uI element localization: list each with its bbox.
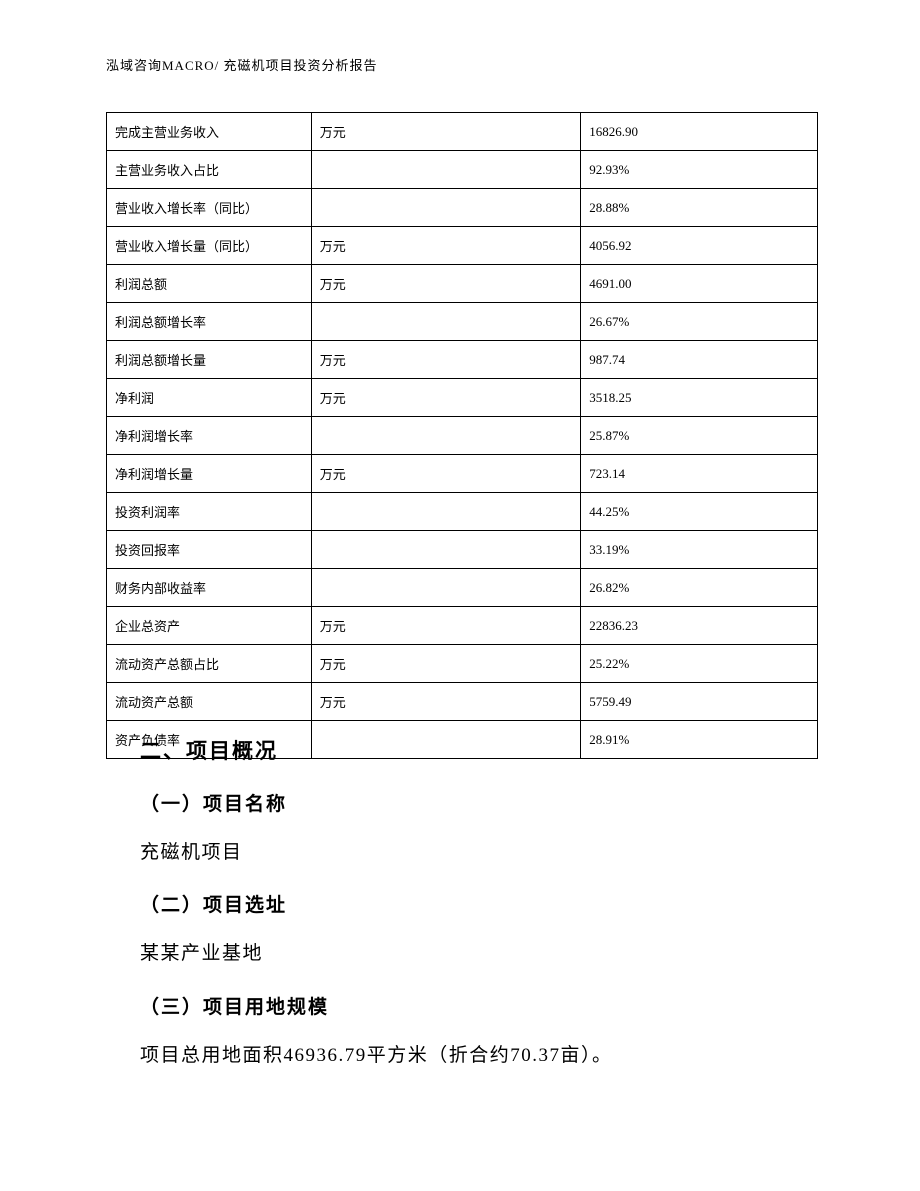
table-cell-label: 净利润增长率 [107, 417, 312, 455]
table-cell-label: 流动资产总额 [107, 683, 312, 721]
table-cell-value: 4056.92 [581, 227, 818, 265]
section-text-1: 充磁机项目 [140, 838, 780, 868]
table-cell-value: 92.93% [581, 151, 818, 189]
table-row: 主营业务收入占比 92.93% [107, 151, 818, 189]
table-cell-value: 22836.23 [581, 607, 818, 645]
section-heading-2: （二）项目选址 [140, 890, 780, 917]
table-cell-value: 26.82% [581, 569, 818, 607]
table-cell-unit: 万元 [311, 265, 581, 303]
table-cell-value: 723.14 [581, 455, 818, 493]
table-cell-label: 净利润 [107, 379, 312, 417]
table-cell-label: 企业总资产 [107, 607, 312, 645]
table-cell-value: 3518.25 [581, 379, 818, 417]
content-section: 二、项目概况 （一）项目名称 充磁机项目 （二）项目选址 某某产业基地 （三）项… [140, 735, 780, 1093]
section-heading-main: 二、项目概况 [140, 735, 780, 765]
table-cell-value: 25.22% [581, 645, 818, 683]
section-text-2: 某某产业基地 [140, 939, 780, 969]
table-cell-value: 16826.90 [581, 113, 818, 151]
table-cell-value: 33.19% [581, 531, 818, 569]
table-cell-unit [311, 151, 581, 189]
table-cell-label: 流动资产总额占比 [107, 645, 312, 683]
table-cell-unit: 万元 [311, 113, 581, 151]
table-row: 利润总额增长率 26.67% [107, 303, 818, 341]
table-row: 投资回报率 33.19% [107, 531, 818, 569]
table-cell-value: 26.67% [581, 303, 818, 341]
table-cell-value: 28.88% [581, 189, 818, 227]
table-row: 流动资产总额占比万元25.22% [107, 645, 818, 683]
table-cell-value: 987.74 [581, 341, 818, 379]
table-cell-value: 5759.49 [581, 683, 818, 721]
section-text-3: 项目总用地面积46936.79平方米（折合约70.37亩）。 [140, 1041, 780, 1071]
financial-table-container: 完成主营业务收入万元16826.90主营业务收入占比92.93%营业收入增长率（… [106, 112, 818, 759]
page-header: 泓域咨询MACRO/ 充磁机项目投资分析报告 [106, 55, 378, 74]
table-row: 流动资产总额万元5759.49 [107, 683, 818, 721]
table-cell-unit: 万元 [311, 341, 581, 379]
table-cell-unit [311, 303, 581, 341]
financial-table: 完成主营业务收入万元16826.90主营业务收入占比92.93%营业收入增长率（… [106, 112, 818, 759]
table-row: 净利润增长量万元723.14 [107, 455, 818, 493]
table-cell-label: 完成主营业务收入 [107, 113, 312, 151]
table-row: 净利润万元3518.25 [107, 379, 818, 417]
table-row: 投资利润率 44.25% [107, 493, 818, 531]
table-body: 完成主营业务收入万元16826.90主营业务收入占比92.93%营业收入增长率（… [107, 113, 818, 759]
table-cell-unit [311, 493, 581, 531]
table-cell-value: 4691.00 [581, 265, 818, 303]
table-cell-unit: 万元 [311, 683, 581, 721]
table-row: 财务内部收益率 26.82% [107, 569, 818, 607]
table-cell-label: 利润总额增长率 [107, 303, 312, 341]
table-cell-label: 财务内部收益率 [107, 569, 312, 607]
table-cell-label: 利润总额增长量 [107, 341, 312, 379]
section-heading-3: （三）项目用地规模 [140, 992, 780, 1019]
table-cell-unit: 万元 [311, 379, 581, 417]
table-cell-label: 投资回报率 [107, 531, 312, 569]
table-cell-label: 主营业务收入占比 [107, 151, 312, 189]
table-cell-unit [311, 189, 581, 227]
table-row: 营业收入增长量（同比）万元4056.92 [107, 227, 818, 265]
table-cell-unit: 万元 [311, 455, 581, 493]
table-cell-unit: 万元 [311, 607, 581, 645]
table-row: 企业总资产万元22836.23 [107, 607, 818, 645]
table-cell-unit: 万元 [311, 227, 581, 265]
table-row: 净利润增长率 25.87% [107, 417, 818, 455]
table-row: 利润总额万元4691.00 [107, 265, 818, 303]
table-cell-label: 营业收入增长量（同比） [107, 227, 312, 265]
table-row: 利润总额增长量万元987.74 [107, 341, 818, 379]
table-cell-label: 营业收入增长率（同比） [107, 189, 312, 227]
table-cell-label: 投资利润率 [107, 493, 312, 531]
table-cell-unit [311, 417, 581, 455]
section-heading-1: （一）项目名称 [140, 789, 780, 816]
table-cell-label: 利润总额 [107, 265, 312, 303]
table-row: 营业收入增长率（同比） 28.88% [107, 189, 818, 227]
table-cell-value: 44.25% [581, 493, 818, 531]
table-cell-unit [311, 569, 581, 607]
table-row: 完成主营业务收入万元16826.90 [107, 113, 818, 151]
table-cell-unit: 万元 [311, 645, 581, 683]
table-cell-value: 25.87% [581, 417, 818, 455]
header-text: 泓域咨询MACRO/ 充磁机项目投资分析报告 [106, 58, 378, 73]
table-cell-unit [311, 531, 581, 569]
table-cell-label: 净利润增长量 [107, 455, 312, 493]
